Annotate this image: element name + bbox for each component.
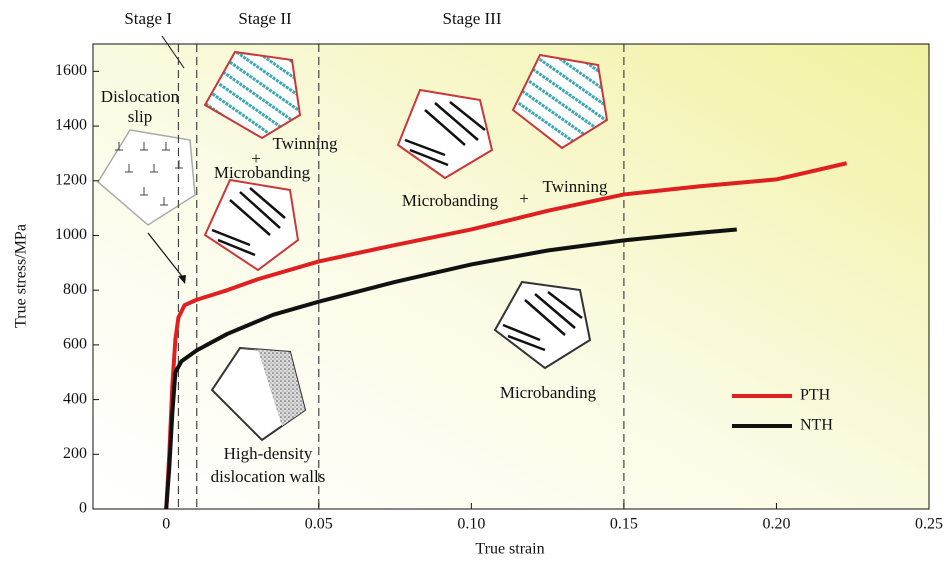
annotation: Stage III <box>442 9 501 28</box>
annotation: + <box>519 189 529 208</box>
annotation: High-density <box>224 444 313 463</box>
x-tick-label: 0 <box>162 516 170 533</box>
annotation: Microbanding <box>402 191 499 210</box>
annotation: Stage I <box>124 9 172 28</box>
y-tick-label: 1000 <box>55 226 87 243</box>
y-tick-label: 1200 <box>55 171 87 188</box>
annotation: Twinning <box>543 177 608 196</box>
chart: Stage I Stage II Stage III Dislocation s… <box>0 0 952 564</box>
annotation: Dislocation <box>101 87 180 106</box>
annotation: Microbanding <box>500 383 597 402</box>
annotation: slip <box>128 107 153 126</box>
annotation: Stage II <box>238 9 292 28</box>
y-tick-label: 600 <box>63 336 87 353</box>
y-axis-label: True stress/MPa <box>13 224 30 328</box>
x-tick-label: 0.25 <box>915 516 943 533</box>
x-tick-label: 0.15 <box>610 516 638 533</box>
annotation: Twinning <box>273 134 338 153</box>
y-tick-label: 200 <box>63 445 87 462</box>
y-tick-label: 1600 <box>55 62 87 79</box>
x-tick-label: 0.05 <box>305 516 333 533</box>
y-tick-label: 400 <box>63 390 87 407</box>
y-tick-label: 800 <box>63 281 87 298</box>
x-tick-label: 0.10 <box>457 516 485 533</box>
x-tick-label: 0.20 <box>762 516 790 533</box>
legend-label: NTH <box>800 417 833 434</box>
legend-label: PTH <box>800 387 831 404</box>
y-tick-label: 0 <box>79 500 87 517</box>
x-axis-label: True strain <box>475 541 544 558</box>
annotation: dislocation walls <box>211 467 326 486</box>
annotation: Microbanding <box>214 163 311 182</box>
y-tick-label: 1400 <box>55 117 87 134</box>
